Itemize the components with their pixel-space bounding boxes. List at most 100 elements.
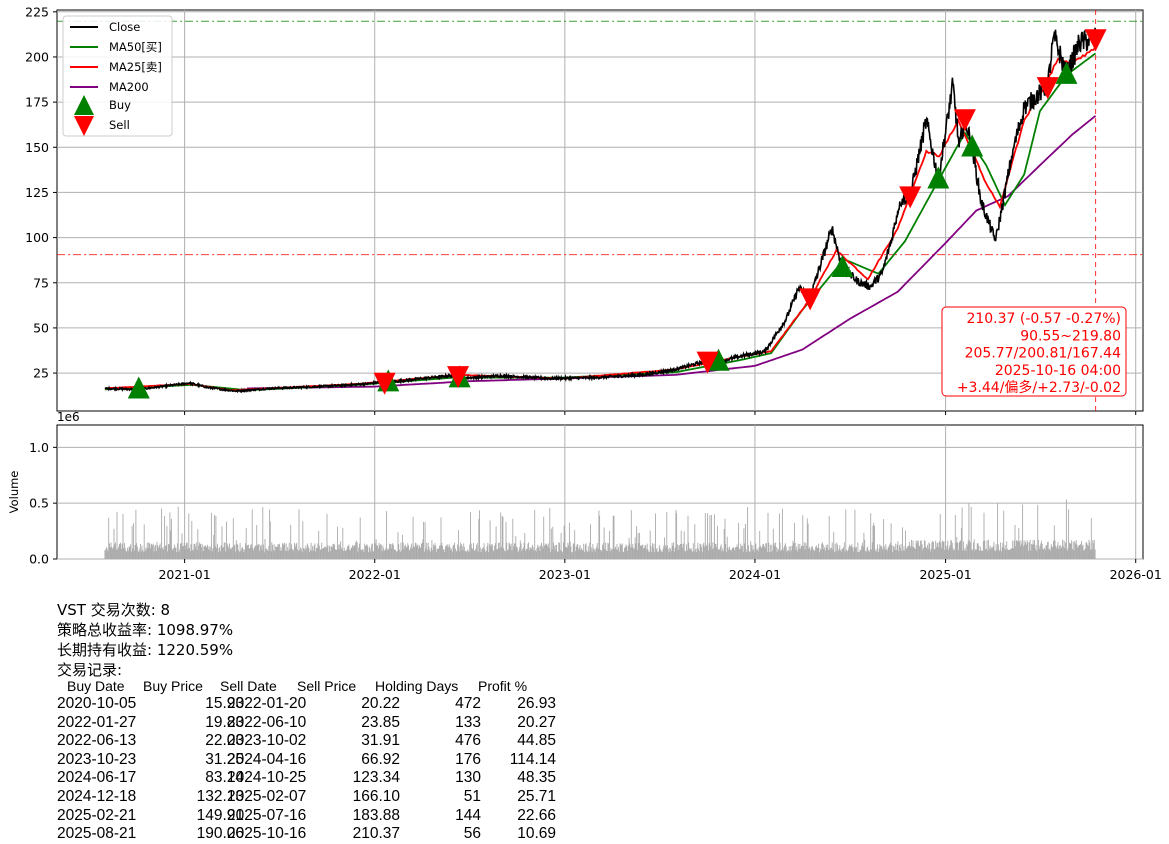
- cell-buy-price: 149.91: [196, 806, 244, 824]
- cell-sell-price: 183.88: [352, 806, 400, 824]
- annotation-line-2: 90.55~219.80: [1020, 328, 1121, 344]
- sell-marker: [899, 186, 922, 209]
- cell-profit: 114.14: [509, 750, 556, 768]
- cell-holding-days: 51: [463, 787, 481, 805]
- buy-marker: [961, 134, 984, 157]
- annotation-line-3: 205.77/200.81/167.44: [965, 346, 1121, 362]
- cell-sell-date: 2022-01-20: [227, 695, 307, 712]
- volume-axis-label: Volume: [7, 471, 21, 514]
- buy-marker: [1055, 61, 1078, 84]
- price-y-tick-label: 100: [25, 230, 49, 245]
- x-tick-label: 2021-01: [158, 567, 210, 582]
- cell-buy-date: 2020-10-05: [57, 695, 137, 712]
- legend-buy-label: Buy: [109, 98, 131, 112]
- legend-ma50-label: MA50[买]: [109, 40, 162, 54]
- cell-buy-price: 132.13: [196, 787, 244, 805]
- buy-marker: [831, 255, 854, 278]
- cell-sell-date: 2025-10-16: [227, 825, 307, 843]
- volume-bars: [104, 499, 1096, 559]
- legend: Close MA50[买] MA25[卖] MA200 Buy Sell: [62, 15, 173, 137]
- legend-ma200-label: MA200: [109, 80, 149, 94]
- sell-marker: [799, 288, 822, 311]
- cell-holding-days: 476: [455, 732, 481, 750]
- sell-marker: [1084, 29, 1107, 52]
- cell-buy-date: 2025-02-21: [57, 806, 137, 824]
- volume-y-tick-label: 1.0: [29, 440, 49, 455]
- sell-marker: [696, 351, 719, 374]
- cell-buy-date: 2024-06-17: [57, 769, 137, 787]
- header-sell-price: Sell Price: [297, 678, 357, 694]
- cell-sell-date: 2025-07-16: [227, 806, 307, 824]
- cell-sell-price: 31.91: [361, 732, 400, 750]
- header-buy-price: Buy Price: [143, 678, 203, 694]
- price-y-ticks: 25 50 75 100 125 150 175 200 225: [25, 4, 57, 381]
- annotation-line-4: 2025-10-16 04:00: [995, 363, 1121, 379]
- x-tick-label: 2026-01: [1110, 567, 1162, 582]
- volume-y-ticks: 0.0 0.5 1.0: [29, 440, 57, 567]
- cell-buy-date: 2024-12-18: [57, 787, 137, 805]
- cell-profit: 25.71: [517, 787, 556, 805]
- close-line: [104, 27, 1097, 394]
- cell-sell-price: 123.34: [352, 769, 400, 787]
- cell-sell-date: 2023-10-02: [227, 732, 307, 750]
- x-tick-label: 2025-01: [919, 567, 971, 582]
- price-y-tick-label: 200: [25, 49, 49, 64]
- sell-marker: [447, 366, 470, 389]
- annotation-line-5: +3.44/偏多/+2.73/-0.02: [957, 379, 1121, 396]
- price-y-tick-label: 125: [25, 185, 49, 200]
- legend-close-label: Close: [109, 20, 140, 34]
- cell-profit: 44.85: [517, 732, 556, 750]
- cell-sell-price: 210.37: [352, 825, 400, 843]
- header-buy-date: Buy Date: [67, 678, 125, 694]
- cell-buy-date: 2022-01-27: [57, 713, 137, 731]
- x-tick-label: 2023-01: [539, 567, 591, 582]
- volume-scale-label: 1e6: [57, 410, 80, 424]
- legend-ma25-label: MA25[卖]: [109, 60, 162, 74]
- cell-holding-days: 176: [455, 750, 481, 768]
- cell-holding-days: 133: [455, 713, 481, 731]
- cell-buy-price: 19.83: [205, 713, 244, 731]
- cell-sell-date: 2022-06-10: [227, 713, 307, 731]
- cell-holding-days: 144: [455, 806, 481, 824]
- volume-y-tick-label: 0.0: [29, 552, 49, 567]
- cell-buy-date: 2023-10-23: [57, 750, 137, 768]
- cell-sell-price: 66.92: [361, 750, 400, 768]
- cell-profit: 22.66: [517, 806, 556, 824]
- buy-marker: [127, 376, 150, 399]
- stock-chart: 25 50 75 100 125 150 175 200 225 210.37 (-0.57 -…: [7, 4, 1162, 582]
- x-tick-label: 2024-01: [729, 567, 781, 582]
- annotation-line-1: 210.37 (-0.57 -0.27%): [966, 311, 1121, 327]
- cell-sell-price: 166.10: [352, 787, 400, 805]
- annotation-box: [941, 306, 1127, 397]
- records-title: 交易记录:: [57, 661, 123, 679]
- price-y-tick-label: 50: [33, 320, 49, 335]
- header-holding-days: Holding Days: [375, 678, 459, 694]
- price-annotation: 210.37 (-0.57 -0.27%) 90.55~219.80 205.7…: [941, 306, 1127, 397]
- price-y-tick-label: 150: [25, 140, 49, 155]
- price-panel: 25 50 75 100 125 150 175 200 225 210.37 (-0.57 -…: [25, 4, 1144, 412]
- cell-buy-price: 190.06: [196, 825, 244, 843]
- trade-markers: [127, 29, 1107, 399]
- cell-buy-price: 22.03: [205, 732, 244, 750]
- buy-marker: [927, 166, 950, 189]
- legend-sell-label: Sell: [109, 118, 130, 132]
- price-y-tick-label: 25: [33, 366, 49, 381]
- x-axis-ticks: 2021-01 2022-01 2023-01 2024-01 2025-01 2026-…: [158, 411, 1162, 582]
- cell-buy-date: 2022-06-13: [57, 732, 137, 750]
- summary-block: VST 交易次数: 8 策略总收益率: 1098.97% 长期持有收益: 122…: [57, 600, 233, 680]
- cell-profit: 48.35: [517, 769, 556, 787]
- cell-buy-date: 2025-08-21: [57, 825, 137, 843]
- cell-profit: 10.69: [517, 825, 556, 843]
- x-tick-label: 2022-01: [349, 567, 401, 582]
- price-y-tick-label: 225: [25, 4, 49, 19]
- price-y-tick-label: 75: [33, 275, 49, 290]
- volume-y-tick-label: 0.5: [29, 496, 49, 511]
- cell-buy-price: 15.93: [205, 695, 244, 712]
- sell-marker: [373, 372, 396, 395]
- cell-holding-days: 472: [455, 695, 481, 712]
- cell-sell-date: 2024-10-25: [227, 769, 307, 787]
- legend-buy-marker: [74, 95, 94, 115]
- cell-profit: 20.27: [517, 713, 556, 731]
- legend-sell-marker: [74, 116, 94, 136]
- trade-count: VST 交易次数: 8: [57, 601, 171, 619]
